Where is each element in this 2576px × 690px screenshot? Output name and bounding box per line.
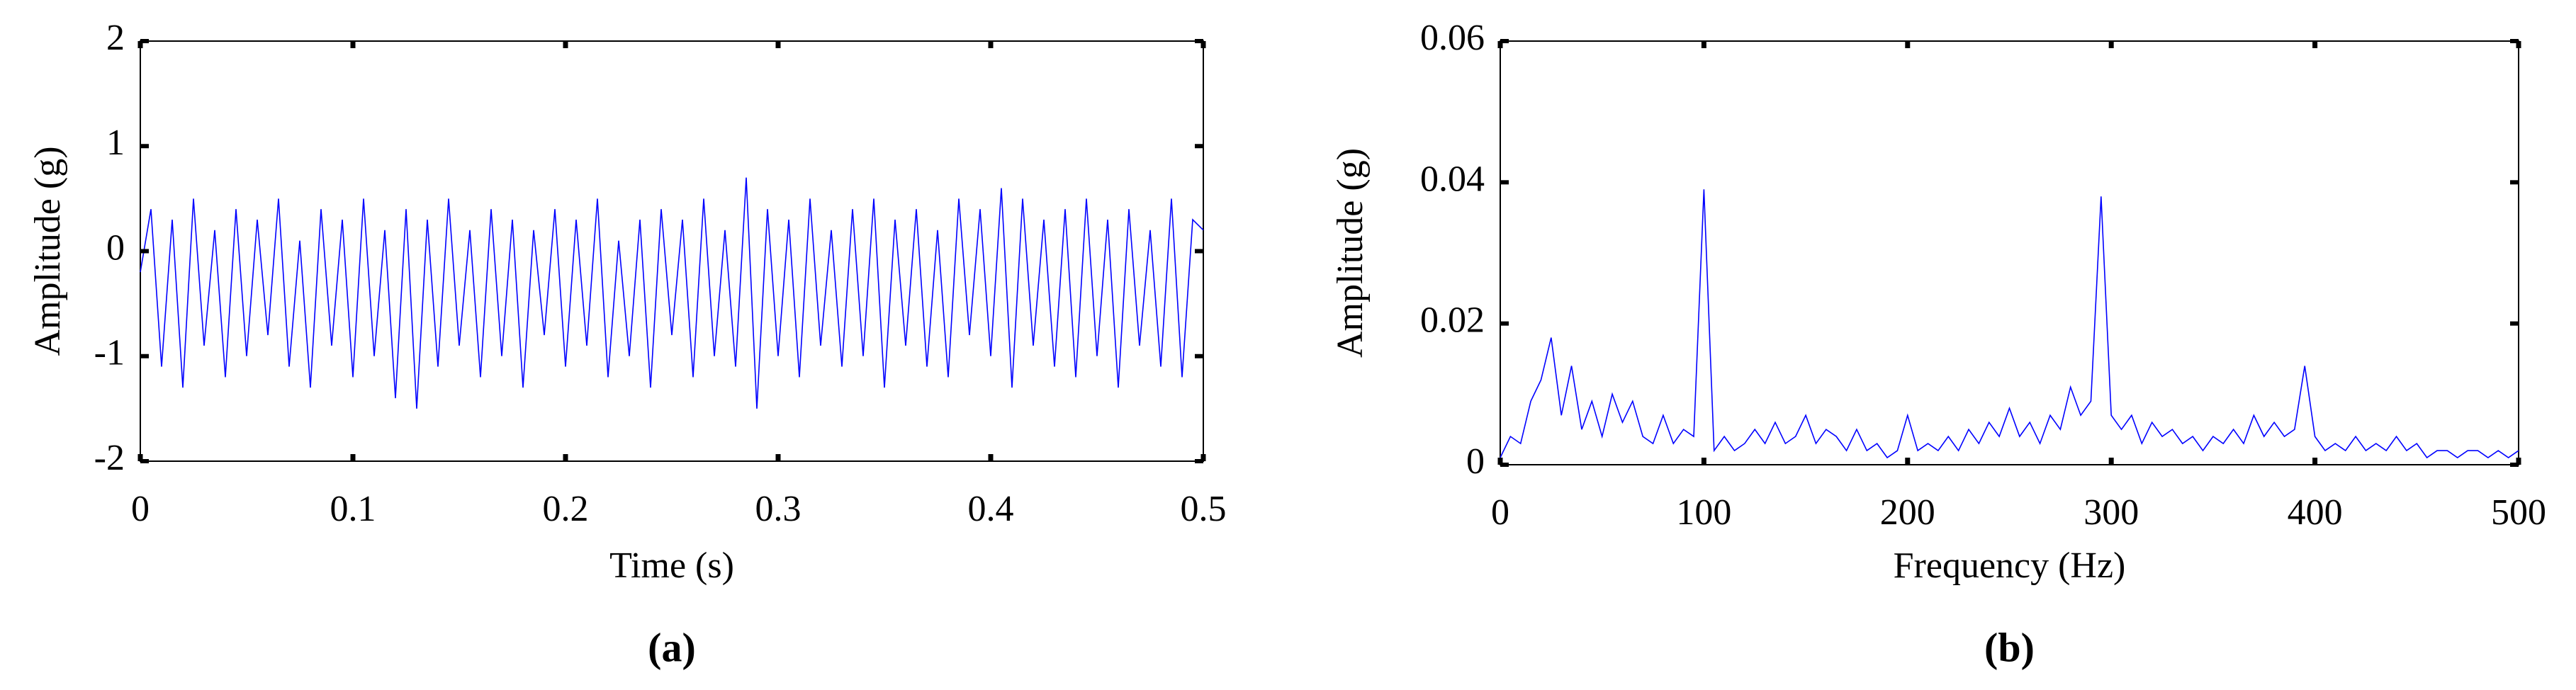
y-axis-title: Amplitude (g) [1330,148,1371,358]
plot-frame [1500,40,2519,465]
x-tick-label: 200 [1880,492,1935,533]
x-tick-label: 0.4 [968,489,1014,529]
y-tick-label: 0.02 [1420,300,1485,341]
x-axis-title: Frequency (Hz) [1894,545,2126,586]
panel-caption: (b) [1984,624,2035,670]
y-axis-title: Amplitude (g) [28,146,68,356]
signal-line [140,177,1204,409]
x-tick-label: 0.1 [330,489,376,529]
x-tick-label: 0 [131,489,150,529]
x-tick-label: 500 [2491,492,2546,533]
x-axis-title: Time (s) [609,545,734,586]
x-tick-label: 400 [2288,492,2343,533]
signal-line [1500,189,2519,459]
y-tick-label: 0 [1466,441,1485,482]
y-tick-label: 2 [106,18,125,58]
x-tick-label: 0 [1491,492,1509,533]
y-tick-label: 0.06 [1420,18,1485,58]
x-tick-label: 0.3 [755,489,802,529]
x-tick-label: 0.2 [543,489,589,529]
panel-caption: (a) [648,624,696,670]
y-tick-label: 0.04 [1420,159,1485,199]
x-tick-label: 0.5 [1181,489,1227,529]
y-tick-label: -2 [94,438,125,478]
x-tick-label: 100 [1676,492,1731,533]
y-tick-label: 0 [106,227,125,268]
y-tick-label: -1 [94,333,125,373]
plot-frame [140,40,1204,462]
y-tick-label: 1 [106,123,125,163]
x-tick-label: 300 [2083,492,2139,533]
